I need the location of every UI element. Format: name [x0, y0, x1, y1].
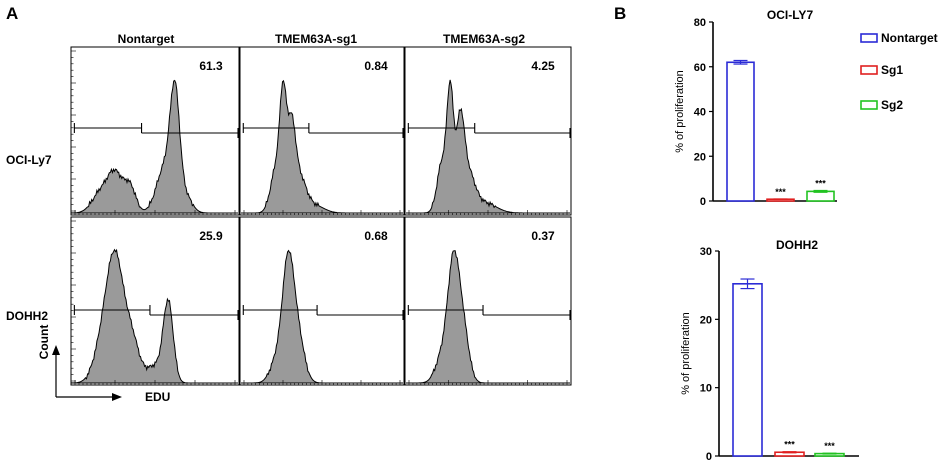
- gate-percentage: 0.68: [364, 229, 388, 243]
- axis-arrows: [52, 345, 122, 401]
- legend-swatch-sg1: [860, 65, 878, 75]
- flow-panel-frame: [404, 216, 572, 386]
- y-tick-label: 20: [700, 314, 712, 326]
- edu-axis-arrowhead: [112, 393, 122, 401]
- flow-panel-frame: [239, 216, 405, 386]
- flow-panel-r0-c1: 0.84: [239, 46, 405, 216]
- chart-title: DOHH2: [776, 238, 818, 252]
- flow-column-header-sg2: TMEM63A-sg2: [443, 32, 525, 46]
- y-tick-label: 0: [700, 196, 706, 208]
- legend-label-nontarget: Nontarget: [881, 31, 938, 45]
- gate-percentage: 4.25: [531, 59, 555, 73]
- flow-column-header-sg1: TMEM63A-sg1: [275, 32, 357, 46]
- y-tick-label: 80: [694, 17, 706, 29]
- flow-panel-r0-c2: 4.25: [404, 46, 572, 216]
- y-axis-title: % of proliferation: [680, 312, 692, 395]
- y-tick-label: 40: [694, 107, 706, 119]
- flow-histogram-grid: 61.3 0.84 4.25 25.9 0.68 0.37: [70, 46, 572, 386]
- flow-panel-r1-c2: 0.37: [404, 216, 572, 386]
- significance-marker: ***: [784, 440, 795, 450]
- gate-percentage: 0.37: [531, 229, 555, 243]
- count-axis-label: Count: [37, 325, 51, 360]
- flow-panel-frame: [70, 46, 240, 216]
- y-axis-title: % of proliferation: [674, 70, 686, 153]
- y-tick-label: 0: [706, 451, 712, 462]
- legend-swatch-sg2: [860, 100, 878, 110]
- y-tick-label: 10: [700, 383, 712, 395]
- gate-percentage: 0.84: [364, 59, 388, 73]
- flow-panel-frame: [239, 46, 405, 216]
- flow-column-header-nontarget: Nontarget: [118, 32, 175, 46]
- flow-panel-r1-c0: 25.9: [70, 216, 240, 386]
- y-tick-label: 20: [694, 151, 706, 163]
- legend-label-sg2: Sg2: [881, 98, 903, 112]
- flow-panel-frame: [404, 46, 572, 216]
- legend-label-sg1: Sg1: [881, 63, 903, 77]
- bar-nontarget: [726, 61, 755, 202]
- chart-title: OCI-LY7: [767, 8, 814, 22]
- flow-panel-r1-c1: 0.68: [239, 216, 405, 386]
- panel-b-letter: B: [614, 4, 626, 23]
- significance-marker: ***: [815, 178, 826, 188]
- bar-chart-0: OCI-LY7 0 20 40 60 80 % of proliferation *** ***…: [674, 8, 938, 208]
- gate-percentage: 25.9: [199, 229, 223, 243]
- flow-panel-r0-c0: 61.3: [70, 46, 240, 216]
- y-tick-label: 60: [694, 62, 706, 74]
- bar-chart-1: DOHH2 0 10 20 30 % of proliferation *** ***: [680, 238, 859, 462]
- gate-percentage: 61.3: [199, 59, 223, 73]
- edu-axis-label: EDU: [145, 390, 170, 404]
- significance-marker: ***: [824, 441, 835, 451]
- bar-nontarget: [732, 282, 763, 457]
- legend-swatch-nontarget: [860, 33, 878, 43]
- y-tick-label: 30: [700, 246, 712, 258]
- flow-row-label-dohh2: DOHH2: [6, 309, 48, 323]
- panel-a-letter: A: [6, 4, 18, 23]
- flow-row-label-ocily7: OCI-Ly7: [6, 153, 52, 167]
- bar-charts: OCI-LY7 0 20 40 60 80 % of proliferation *** ***…: [674, 8, 938, 462]
- significance-marker: ***: [775, 187, 786, 197]
- count-axis-arrowhead: [52, 345, 60, 355]
